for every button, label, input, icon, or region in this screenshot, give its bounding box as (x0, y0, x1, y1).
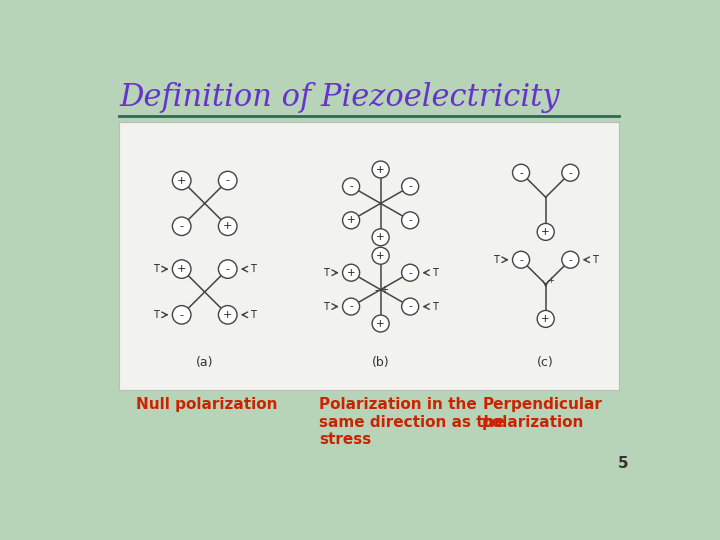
Text: +: + (547, 276, 554, 285)
Text: +: + (380, 285, 389, 295)
Text: -: - (225, 176, 230, 186)
Text: Null polarization: Null polarization (137, 397, 278, 413)
Circle shape (372, 247, 389, 264)
FancyBboxPatch shape (120, 122, 618, 390)
Circle shape (172, 260, 191, 278)
Text: T: T (250, 264, 256, 274)
Circle shape (372, 315, 389, 332)
Text: +: + (347, 215, 356, 225)
Text: -: - (519, 168, 523, 178)
Circle shape (343, 178, 359, 195)
Text: -: - (408, 215, 412, 225)
Text: -: - (408, 268, 412, 278)
Circle shape (172, 306, 191, 324)
Text: +: + (177, 176, 186, 186)
Text: -: - (349, 301, 353, 312)
Text: T: T (432, 268, 438, 278)
Text: T: T (153, 310, 159, 320)
Text: T: T (323, 268, 329, 278)
Text: -: - (180, 221, 184, 231)
Text: T: T (592, 255, 598, 265)
Circle shape (513, 164, 530, 181)
Text: T: T (493, 255, 500, 265)
Text: +: + (223, 221, 233, 231)
Text: (a): (a) (196, 356, 213, 369)
Text: +: + (377, 232, 385, 242)
Circle shape (372, 229, 389, 246)
Circle shape (537, 224, 554, 240)
Circle shape (343, 212, 359, 229)
Text: +: + (541, 314, 550, 324)
Text: +: + (541, 227, 550, 237)
Circle shape (513, 251, 530, 268)
Text: Polarization in the
same direction as the
stress: Polarization in the same direction as th… (320, 397, 505, 447)
Text: +: + (347, 268, 356, 278)
Text: T: T (323, 301, 329, 312)
Circle shape (402, 178, 419, 195)
Circle shape (562, 164, 579, 181)
Circle shape (218, 260, 237, 278)
Circle shape (218, 306, 237, 324)
Circle shape (172, 171, 191, 190)
Circle shape (402, 212, 419, 229)
Circle shape (537, 310, 554, 327)
Circle shape (562, 251, 579, 268)
Circle shape (402, 264, 419, 281)
Text: -: - (225, 264, 230, 274)
Circle shape (343, 298, 359, 315)
Text: +: + (177, 264, 186, 274)
Circle shape (343, 264, 359, 281)
Circle shape (218, 217, 237, 235)
Text: T: T (250, 310, 256, 320)
Text: -: - (408, 181, 412, 192)
Text: +: + (223, 310, 233, 320)
Text: -: - (519, 255, 523, 265)
Text: Perpendicular
polarization: Perpendicular polarization (482, 397, 602, 430)
Text: T: T (153, 264, 159, 274)
Text: -: - (408, 301, 412, 312)
Text: +: + (377, 165, 385, 174)
Circle shape (372, 161, 389, 178)
Text: -: - (349, 181, 353, 192)
Text: -: - (569, 168, 572, 178)
Text: +: + (377, 319, 385, 328)
Text: (b): (b) (372, 356, 390, 369)
Text: T: T (432, 301, 438, 312)
Circle shape (172, 217, 191, 235)
Circle shape (402, 298, 419, 315)
Text: -: - (180, 310, 184, 320)
Text: -: - (375, 285, 379, 295)
Circle shape (218, 171, 237, 190)
Text: (c): (c) (537, 356, 554, 369)
Text: 5: 5 (618, 456, 629, 471)
Text: Definition of Piezoelectricity: Definition of Piezoelectricity (120, 83, 560, 113)
Text: -: - (569, 255, 572, 265)
Text: +: + (377, 251, 385, 261)
